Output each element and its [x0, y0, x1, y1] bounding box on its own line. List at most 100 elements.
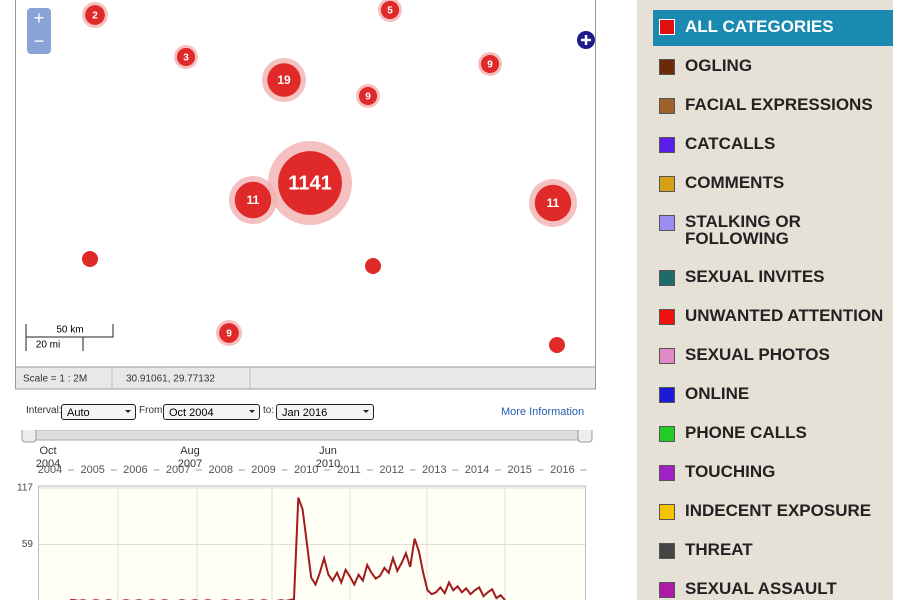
cluster[interactable] — [480, 54, 500, 74]
slider-handle[interactable] — [577, 430, 593, 443]
category-item[interactable]: CATCALLS — [653, 134, 893, 163]
from-select[interactable]: Oct 2004 — [163, 404, 260, 420]
category-swatch — [659, 543, 675, 559]
marker-month: Jun — [319, 445, 337, 457]
category-item[interactable]: TOUCHING — [653, 463, 893, 491]
category-swatch — [659, 137, 675, 153]
category-item[interactable]: INDECENT EXPOSURE — [653, 502, 893, 530]
marker-year: 2010 — [316, 458, 340, 470]
zoom-control[interactable] — [27, 8, 51, 54]
category-swatch — [659, 582, 675, 598]
year-label: 2006 — [123, 464, 147, 476]
cluster-count: 11 — [547, 196, 560, 210]
incident-dot[interactable] — [549, 337, 565, 353]
marker-year: 2007 — [178, 458, 202, 470]
category-name: SEXUAL PHOTOS — [685, 345, 830, 364]
plot-area — [38, 485, 586, 600]
cluster[interactable] — [176, 47, 196, 67]
category-item[interactable]: PHONE CALLS — [653, 424, 893, 452]
map: + − 50 km 20 mi Scale = 1 : 2M 30.91061,… — [15, 0, 596, 390]
category-swatch — [659, 176, 675, 192]
cluster-count: 3 — [183, 53, 189, 64]
category-name: OGLING — [685, 56, 753, 75]
category-swatch — [659, 270, 675, 286]
category-name: SEXUAL ASSAULT — [685, 579, 837, 598]
cluster-count: 1141 — [288, 172, 331, 194]
zoom-in[interactable]: + — [34, 8, 45, 28]
category-name: THREAT — [685, 540, 753, 559]
slider-track — [21, 430, 593, 441]
category-item[interactable]: SEXUAL INVITES — [653, 267, 893, 296]
cluster-count: 9 — [365, 92, 371, 103]
cluster[interactable] — [358, 86, 378, 106]
year-label: 2011 — [337, 464, 361, 476]
category-swatch — [659, 348, 675, 364]
scale-mi: 20 mi — [36, 340, 60, 351]
category-name: UNWANTED ATTENTION — [685, 306, 884, 325]
category-swatch — [659, 504, 675, 520]
year-label: 2007 — [166, 464, 190, 476]
cluster-count: 9 — [226, 329, 232, 340]
scale-bar — [25, 324, 114, 351]
category-item[interactable]: COMMENTS — [653, 173, 893, 202]
marker-month: Aug — [180, 445, 200, 457]
year-label: 2005 — [80, 464, 104, 476]
category-name: STALKING OR FOLLOWING — [685, 212, 801, 248]
category-item[interactable]: UNWANTED ATTENTION — [653, 306, 893, 335]
category-name: ONLINE — [685, 384, 750, 403]
category-item[interactable]: STALKING OR FOLLOWING — [653, 213, 893, 247]
category-item[interactable]: ALL CATEGORIES — [653, 10, 893, 46]
category-name: FACIAL EXPRESSIONS — [685, 95, 873, 114]
category-name: SEXUAL INVITES — [685, 267, 825, 286]
scale-ratio: Scale = 1 : 2M — [23, 374, 87, 385]
category-swatch — [659, 309, 675, 325]
interval-label: Interval: — [26, 405, 62, 416]
category-name: COMMENTS — [685, 173, 785, 192]
category-item[interactable]: SEXUAL PHOTOS — [653, 345, 893, 374]
y-tick-label: 117 — [17, 483, 33, 494]
category-panel: ALL CATEGORIES OGLING FACIAL EXPRESSIONS CA… — [637, 0, 893, 600]
year-label: 2008 — [209, 464, 233, 476]
category-item[interactable]: OGLING — [653, 56, 893, 85]
category-swatch — [659, 98, 675, 114]
marker-month: Oct — [39, 445, 56, 457]
category-name: CATCALLS — [685, 134, 776, 153]
y-tick-label: 59 — [22, 539, 34, 550]
to-label: to: — [263, 405, 275, 416]
category-swatch — [659, 387, 675, 403]
cluster[interactable] — [85, 5, 105, 25]
category-item[interactable]: SEXUAL ASSAULT — [653, 579, 893, 608]
year-label: 2014 — [465, 464, 489, 476]
layer-switch-icon — [581, 35, 591, 45]
category-item[interactable]: ONLINE — [653, 384, 893, 413]
cluster[interactable] — [278, 151, 342, 215]
cluster-count: 5 — [387, 6, 393, 17]
cluster[interactable] — [380, 0, 400, 20]
category-swatch — [659, 19, 675, 35]
cluster[interactable] — [219, 323, 239, 343]
category-item[interactable]: FACIAL EXPRESSIONS — [653, 95, 893, 124]
incident-dot[interactable] — [365, 258, 381, 274]
cluster-count: 2 — [92, 11, 98, 22]
zoom-out[interactable]: − — [34, 31, 45, 51]
interval-select[interactable]: Auto — [61, 404, 136, 420]
cluster[interactable] — [267, 63, 301, 97]
marker-year: 2004 — [36, 458, 60, 470]
cluster-count: 11 — [247, 193, 260, 207]
more-info-link[interactable]: More Information — [501, 406, 585, 418]
year-label: 2009 — [251, 464, 275, 476]
coordinates: 30.91061, 29.77132 — [126, 374, 215, 385]
cluster-count: 9 — [487, 60, 493, 71]
incident-dot[interactable] — [82, 251, 98, 267]
category-item[interactable]: THREAT — [653, 540, 893, 569]
to-select[interactable]: Jan 2016 — [276, 404, 374, 420]
cluster[interactable] — [534, 184, 572, 222]
scale-km: 50 km — [56, 325, 83, 336]
slider-handle[interactable] — [21, 430, 37, 443]
year-label: 2004 — [38, 464, 62, 476]
category-swatch — [659, 59, 675, 75]
status-bar — [15, 366, 596, 390]
cluster[interactable] — [234, 181, 272, 219]
cluster-count: 19 — [277, 73, 291, 87]
